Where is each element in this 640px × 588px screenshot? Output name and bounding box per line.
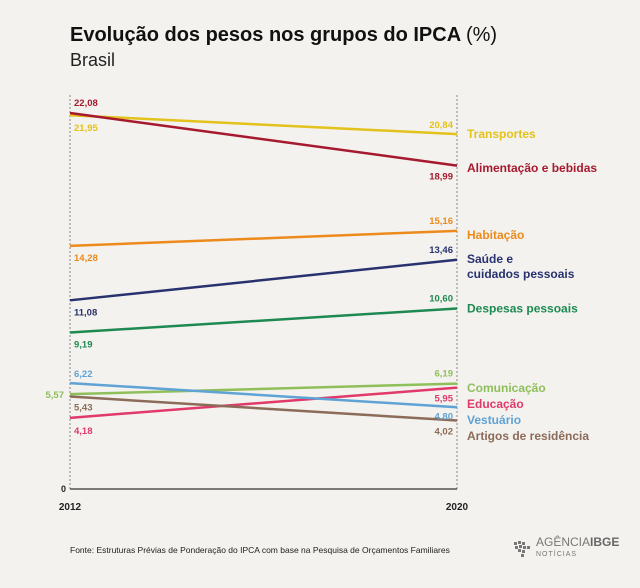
- series-name-6: Educação: [467, 397, 524, 411]
- value-label-2020-7: 4,80: [435, 411, 454, 422]
- series-name-2: Habitação: [467, 228, 524, 242]
- logo-sub: NOTÍCIAS: [536, 551, 578, 558]
- series-line-8: [69, 395, 458, 422]
- series-name-1: Alimentação e bebidas: [467, 161, 597, 175]
- series-name-4: Despesas pessoais: [467, 301, 578, 315]
- y-tick-label: 0: [61, 484, 66, 494]
- value-label-2020-1: 18,99: [429, 172, 453, 183]
- value-label-2012-6: 4,18: [74, 426, 93, 437]
- series-name-7: Vestuário: [467, 413, 521, 427]
- series-line-3: [69, 258, 458, 302]
- series-name-0: Transportes: [467, 127, 536, 141]
- value-label-2020-0: 20,84: [429, 120, 453, 131]
- chart-title: Evolução dos pesos nos grupos do IPCA (%…: [70, 24, 497, 47]
- series-line-5: [69, 382, 458, 396]
- series-name-8: Artigos de residência: [467, 429, 589, 443]
- agencia-ibge-logo: AGÊNCIAIBGE NOTÍCIAS: [512, 536, 619, 561]
- series-line-2: [69, 229, 458, 248]
- x-tick-label-0: 2012: [59, 502, 82, 513]
- logo-text: AGÊNCIAIBGE NOTÍCIAS: [536, 536, 619, 561]
- series-line-0: [69, 113, 458, 136]
- value-label-2020-2: 15,16: [429, 216, 453, 227]
- logo-main: AGÊNCIA: [536, 535, 591, 549]
- value-label-2020-3: 13,46: [429, 245, 453, 256]
- series-line-7: [69, 381, 458, 409]
- series-line-4: [69, 307, 458, 334]
- logo-bold: IBGE: [590, 535, 620, 549]
- chart-title-text: Evolução dos pesos nos grupos do IPCA: [70, 24, 461, 46]
- chart-subtitle: Brasil: [70, 50, 116, 70]
- value-label-2012-1: 22,08: [74, 98, 98, 109]
- chart-title-unit: (%): [465, 24, 498, 46]
- value-label-2012-3: 11,08: [74, 307, 97, 318]
- value-label-2012-4: 9,19: [74, 340, 93, 351]
- value-label-2020-4: 10,60: [429, 293, 453, 304]
- x-tick-label-1: 2020: [446, 502, 469, 513]
- source-note: Fonte: Estruturas Prévias de Ponderação …: [70, 545, 450, 555]
- value-label-2020-5: 6,19: [435, 369, 454, 380]
- series-line-1: [69, 111, 458, 167]
- value-label-2020-8: 4,02: [435, 427, 454, 438]
- series-line-6: [69, 386, 458, 420]
- value-label-2020-6: 5,95: [435, 394, 454, 405]
- value-label-2012-2: 14,28: [74, 253, 98, 264]
- value-label-2012-0: 21,95: [74, 123, 98, 134]
- value-label-2012-5: 5,57: [46, 390, 65, 401]
- series-name-3-line-1: cuidados pessoais: [467, 267, 575, 281]
- brazil-map-icon: [514, 540, 530, 557]
- series-name-3-line-0: Saúde e: [467, 252, 513, 266]
- value-label-2012-8: 5,43: [74, 403, 93, 414]
- series-name-5: Comunicação: [467, 381, 546, 395]
- value-label-2012-7: 6,22: [74, 369, 93, 380]
